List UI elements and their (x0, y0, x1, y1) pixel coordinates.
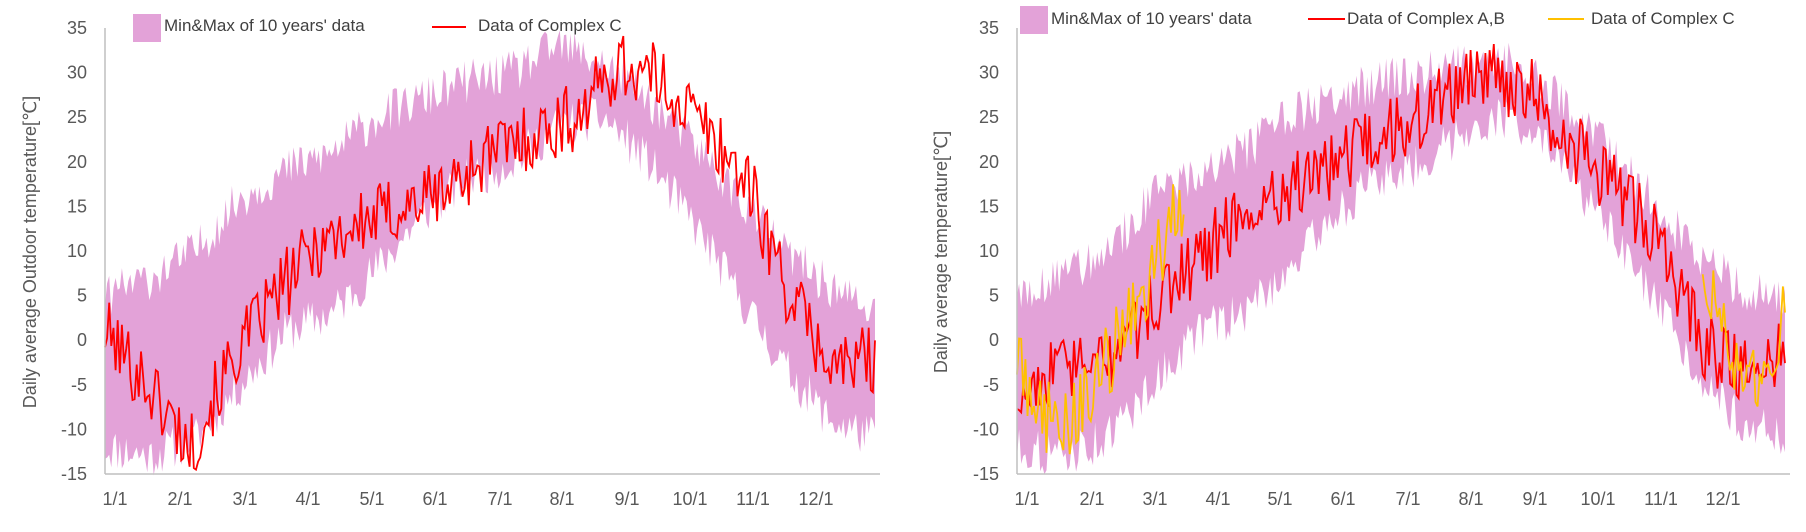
legend-label-band-right: Min&Max of 10 years' data (1051, 9, 1252, 28)
x-tick-label: 10/1 (672, 489, 707, 509)
y-tick-label: 15 (67, 196, 87, 216)
legend-swatch-band (133, 14, 161, 42)
legend-swatch-band-right (1020, 6, 1048, 34)
x-tick-label: 3/1 (232, 489, 257, 509)
y-tick-label: 20 (67, 152, 87, 172)
chart-right: -15 -10 -5 0 5 10 15 20 25 30 35 1/1 2/1 3/1 4/1 5/1 6/… (931, 6, 1790, 509)
y-tick-label: -10 (973, 419, 999, 439)
x-tick-label: 12/1 (798, 489, 833, 509)
minmax-band-left (105, 30, 875, 476)
legend-left: Min&Max of 10 years' data Data of Comple… (133, 14, 622, 42)
x-tick-label: 3/1 (1142, 489, 1167, 509)
y-tick-label: 5 (989, 286, 999, 306)
legend-label-complex-ab: Data of Complex A,B (1347, 9, 1505, 28)
series-group-left (104, 35, 876, 472)
x-tick-label: 11/1 (736, 489, 770, 509)
x-tick-label: 8/1 (1458, 489, 1483, 509)
y-tick-label: 35 (67, 18, 87, 38)
y-tick-labels-left: -15 -10 -5 0 5 10 15 20 25 30 35 (61, 18, 87, 484)
series-group-right (1016, 44, 1786, 455)
y-tick-label: -5 (71, 375, 87, 395)
x-tick-label: 4/1 (1205, 489, 1230, 509)
y-tick-label: 0 (989, 330, 999, 350)
series-line-data-of-complex-c (104, 35, 876, 472)
x-tick-label: 9/1 (614, 489, 639, 509)
x-tick-label: 7/1 (1395, 489, 1420, 509)
x-tick-label: 8/1 (549, 489, 574, 509)
series-line-complex-c-winter-start (1016, 184, 1185, 455)
y-tick-label: 30 (67, 63, 87, 83)
x-tick-label: 1/1 (1014, 489, 1039, 509)
legend-label-complex-c: Data of Complex C (478, 16, 622, 35)
x-tick-label: 11/1 (1644, 489, 1678, 509)
y-tick-label: 0 (77, 330, 87, 350)
y-axis-label-left: Daily average Outdoor temperature[℃] (20, 96, 40, 408)
y-tick-label: 15 (979, 196, 999, 216)
legend-label-complex-c-right: Data of Complex C (1591, 9, 1735, 28)
x-tick-label: 2/1 (1079, 489, 1104, 509)
y-tick-label: -10 (61, 419, 87, 439)
y-tick-label: 25 (67, 107, 87, 127)
minmax-band-right (1017, 42, 1785, 475)
minmax-band-area (105, 30, 875, 476)
y-tick-label: 30 (979, 63, 999, 83)
y-tick-label: -15 (973, 464, 999, 484)
legend-label-band: Min&Max of 10 years' data (164, 16, 365, 35)
x-tick-label: 2/1 (167, 489, 192, 509)
y-tick-label: 10 (979, 241, 999, 261)
series-line-complex-c-winter-end (1701, 270, 1786, 407)
x-tick-label: 1/1 (102, 489, 127, 509)
minmax-band-area (1017, 42, 1785, 475)
y-tick-label: -15 (61, 464, 87, 484)
y-tick-labels-right: -15 -10 -5 0 5 10 15 20 25 30 35 (973, 18, 999, 484)
y-tick-label: 20 (979, 152, 999, 172)
chart-left: -15 -10 -5 0 5 10 15 20 25 30 35 1/1 2/1 3/1 4/1 5/1 6/… (20, 14, 880, 509)
y-tick-label: -5 (983, 375, 999, 395)
y-tick-label: 5 (77, 286, 87, 306)
x-tick-label: 12/1 (1705, 489, 1740, 509)
y-tick-label: 35 (979, 18, 999, 38)
x-tick-label: 7/1 (487, 489, 512, 509)
x-tick-label: 10/1 (1580, 489, 1615, 509)
y-tick-label: 25 (979, 107, 999, 127)
y-axis-label-right: Daily average temperature[℃] (931, 131, 951, 373)
y-tick-label: 10 (67, 241, 87, 261)
x-tick-label: 6/1 (422, 489, 447, 509)
legend-right: Min&Max of 10 years' data Data of Comple… (1020, 6, 1735, 34)
x-tick-label: 5/1 (359, 489, 384, 509)
x-tick-label: 5/1 (1267, 489, 1292, 509)
x-tick-label: 9/1 (1522, 489, 1547, 509)
x-tick-labels-left: 1/1 2/1 3/1 4/1 5/1 6/1 7/1 8/1 9/1 10/1 11/1 12/1 (102, 489, 833, 509)
x-tick-labels-right: 1/1 2/1 3/1 4/1 5/1 6/1 7/1 8/1 9/1 10/1 11/1 12/1 (1014, 489, 1740, 509)
x-tick-label: 6/1 (1330, 489, 1355, 509)
x-tick-label: 4/1 (295, 489, 320, 509)
